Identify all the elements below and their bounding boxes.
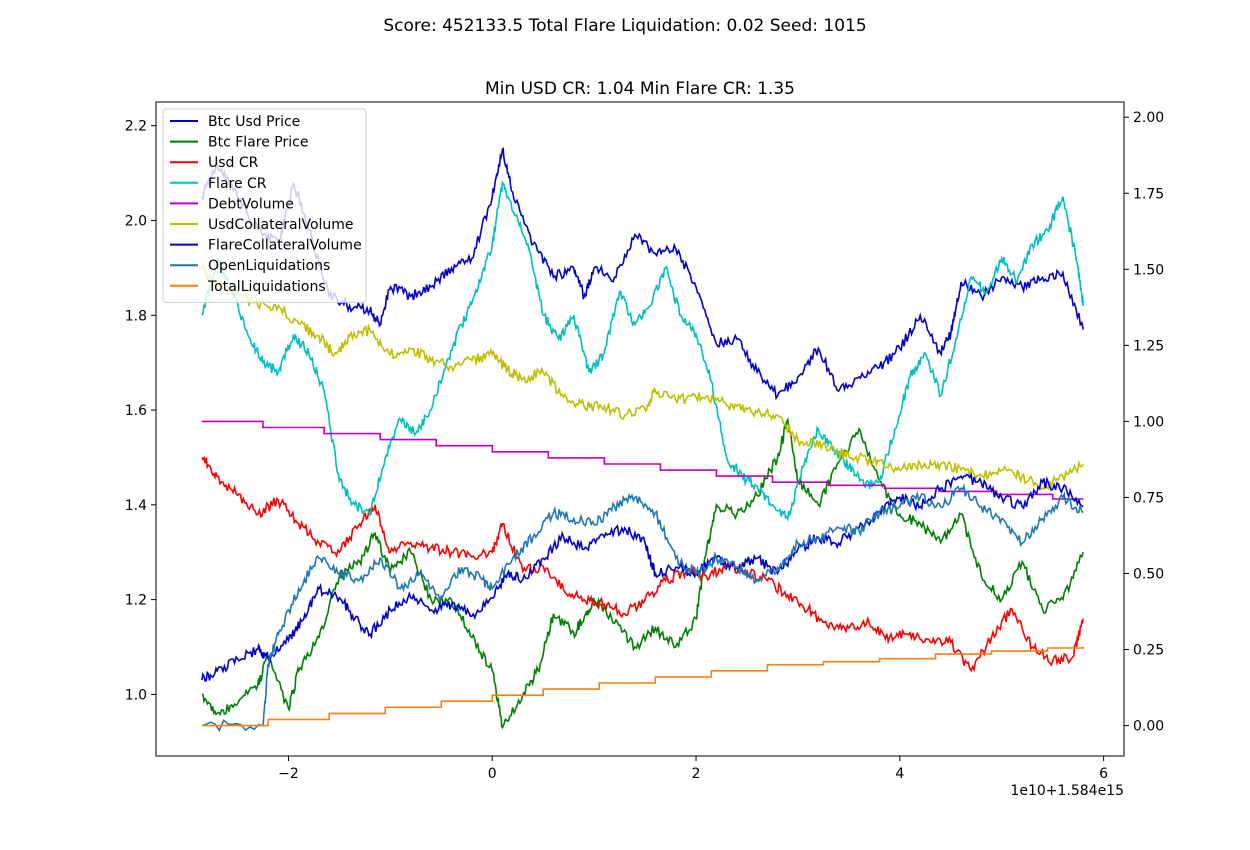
legend-label-usdcollateralvolume: UsdCollateralVolume [208, 217, 354, 233]
x-offset-label: 1e10+1.584e15 [1010, 783, 1124, 799]
plot-frame [155, 101, 1125, 757]
right-tick-label: 0.00 [1133, 719, 1164, 735]
right-tick-label: 0.75 [1133, 490, 1164, 506]
x-tick-label: 0 [488, 766, 497, 782]
x-axis: −2 0 2 4 6 [278, 756, 1108, 782]
right-y-axis: 0.00 0.25 0.50 0.75 1.00 1.25 1.50 1.75 2.00 [1124, 110, 1164, 735]
legend-box [162, 108, 367, 303]
right-tick-label: 0.25 [1133, 643, 1164, 659]
series-line-flare-cr [201, 180, 1084, 523]
right-tick-label: 1.00 [1133, 414, 1164, 430]
legend-label-openliquidations: OpenLiquidations [208, 258, 330, 274]
legend-label-debtvolume: DebtVolume [208, 196, 294, 212]
legend-label-btc-flare-price: Btc Flare Price [208, 135, 308, 151]
right-tick-label: 1.75 [1133, 186, 1164, 202]
series-line-flarecollateralvolume [201, 472, 1084, 682]
left-tick-label: 2.0 [125, 213, 147, 229]
series-line-usd-cr [201, 455, 1084, 673]
chart-title: Min USD CR: 1.04 Min Flare CR: 1.35 [485, 79, 795, 99]
series-line-usdcollateralvolume [201, 263, 1084, 491]
legend-label-flare-cr: Flare CR [208, 176, 267, 192]
x-tick-label: −2 [278, 766, 299, 782]
series-line-totalliquidations [201, 646, 1084, 727]
legend-label-btc-usd-price: Btc Usd Price [208, 114, 300, 130]
series-line-debtvolume [201, 420, 1084, 500]
left-tick-label: 1.0 [125, 687, 147, 703]
left-tick-label: 1.4 [125, 498, 147, 514]
figure-suptitle: Score: 452133.5 Total Flare Liquidation:… [383, 16, 866, 36]
right-tick-label: 0.50 [1133, 566, 1164, 582]
plot-lines [201, 147, 1084, 732]
legend: Btc Usd Price Btc Flare Price Usd CR Flare … [162, 108, 367, 303]
x-tick-label: 4 [895, 766, 904, 782]
right-tick-label: 2.00 [1133, 110, 1164, 126]
legend-label-usd-cr: Usd CR [208, 155, 259, 171]
x-tick-label: 2 [692, 766, 701, 782]
left-tick-label: 1.8 [125, 308, 147, 324]
right-tick-label: 1.50 [1133, 262, 1164, 278]
left-tick-label: 1.6 [125, 403, 147, 419]
left-tick-label: 2.2 [125, 119, 147, 135]
left-tick-label: 1.2 [125, 593, 147, 609]
series-line-btc-usd-price [201, 147, 1084, 401]
x-tick-label: 6 [1099, 766, 1108, 782]
left-y-axis: 1.0 1.2 1.4 1.6 1.8 2.0 2.2 [125, 119, 156, 703]
legend-label-flarecollateralvolume: FlareCollateralVolume [208, 238, 362, 254]
right-tick-label: 1.25 [1133, 338, 1164, 354]
series-line-openliquidations [201, 483, 1084, 732]
legend-label-totalliquidations: TotalLiquidations [207, 279, 326, 295]
